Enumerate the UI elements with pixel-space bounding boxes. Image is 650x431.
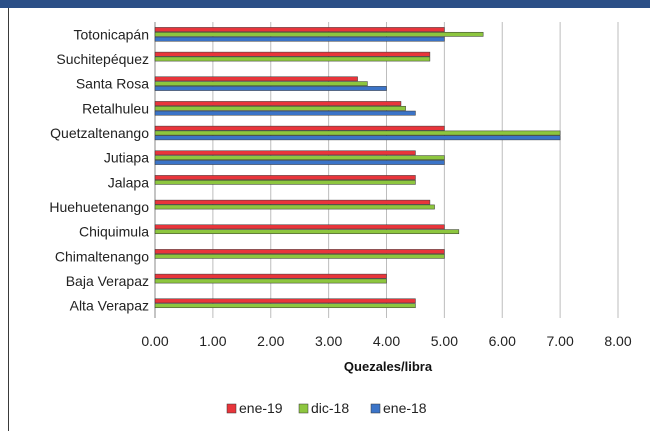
bar-ene-18 [154, 160, 445, 165]
category-label: Retalhuleu [82, 100, 149, 116]
x-tick-label: 4.00 [373, 333, 400, 349]
bar-dic-18 [154, 31, 484, 37]
category-label: Jalapa [108, 174, 149, 190]
x-tick-label: 2.00 [257, 333, 284, 349]
bar-dic-18 [154, 229, 460, 235]
bar-dic-18 [154, 253, 445, 259]
category-label: Alta Verapaz [70, 298, 149, 314]
bar-ene-19 [154, 27, 445, 32]
category-label: Jutiapa [104, 150, 149, 166]
bar-dic-18 [154, 179, 416, 185]
legend-label-dic-18: dic-18 [311, 400, 349, 416]
gridlines [154, 22, 619, 318]
x-tick-labels: 0.00 1.00 2.00 3.00 4.00 5.00 6.00 7.00 8.00 [141, 333, 631, 349]
bar-dic-18 [154, 81, 368, 87]
bar-dic-18 [154, 278, 387, 284]
legend: ene-19 dic-18 ene-18 [226, 400, 427, 416]
bar-dic-18 [154, 130, 561, 136]
bar-ene-19 [154, 224, 445, 230]
x-tick-label: 5.00 [431, 333, 458, 349]
category-label: Quetzaltenango [50, 125, 149, 141]
category-label: Chimaltenango [55, 248, 149, 264]
bars [154, 27, 561, 309]
bar-ene-19 [154, 298, 416, 304]
category-label: Huehuetenango [49, 199, 149, 215]
category-label: Baja Verapaz [66, 273, 149, 289]
bar-ene-18 [154, 86, 387, 91]
bar-ene-19 [154, 51, 431, 57]
x-tick-label: 8.00 [604, 333, 631, 349]
bar-ene-18 [154, 110, 416, 116]
category-label: Santa Rosa [76, 76, 149, 92]
x-tick-label: 0.00 [141, 333, 168, 349]
legend-swatch-dic-18 [298, 403, 309, 414]
x-axis-title: Quezales/libra [344, 359, 433, 374]
bar-ene-18 [154, 135, 561, 141]
x-tick-label: 1.00 [199, 333, 226, 349]
category-label: Suchitepéquez [56, 51, 149, 67]
bar-ene-19 [154, 175, 416, 180]
category-label: Totonicapán [73, 26, 149, 42]
bar-ene-19 [154, 249, 445, 254]
bar-dic-18 [154, 105, 406, 111]
legend-label-ene-18: ene-18 [383, 400, 427, 416]
bar-ene-19 [154, 76, 358, 82]
legend-swatch-ene-18 [370, 403, 381, 414]
top-border-bar [0, 0, 650, 8]
bar-ene-19 [154, 150, 416, 156]
legend-label-ene-19: ene-19 [239, 400, 283, 416]
legend-swatch-ene-19 [226, 403, 237, 414]
bar-ene-18 [154, 36, 445, 42]
bar-dic-18 [154, 204, 435, 210]
category-label: Chiquimula [79, 224, 149, 240]
bar-ene-19 [154, 125, 445, 131]
category-labels: Totonicapán Suchitepéquez Santa Rosa Retalh… [49, 26, 149, 313]
bar-dic-18 [154, 56, 431, 62]
bar-ene-19 [154, 199, 431, 205]
bar-dic-18 [154, 155, 445, 161]
x-tick-label: 7.00 [547, 333, 574, 349]
bar-ene-19 [154, 273, 387, 279]
x-tick-label: 3.00 [315, 333, 342, 349]
bar-dic-18 [154, 303, 416, 309]
bar-ene-19 [154, 101, 402, 106]
left-border-line [8, 8, 9, 431]
x-tick-label: 6.00 [489, 333, 516, 349]
